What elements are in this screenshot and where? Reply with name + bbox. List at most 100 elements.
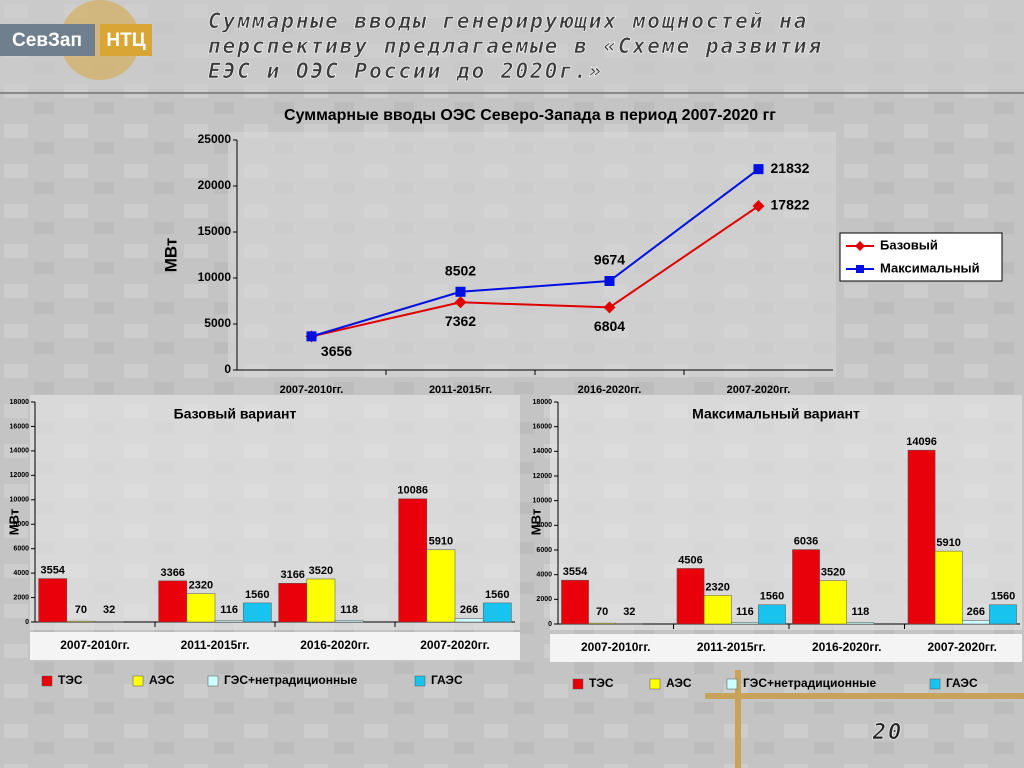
logo-text: СевЗап: [12, 30, 82, 51]
bar: [186, 593, 216, 623]
legend-label: ТЭС: [58, 673, 83, 687]
decor-bar: [705, 693, 1024, 699]
x-tick-label: 2007-2020гг.: [927, 640, 997, 654]
legend-label: АЭС: [666, 676, 692, 690]
data-label: 3366: [160, 567, 184, 579]
data-label: 4506: [678, 554, 702, 566]
data-label: 3166: [280, 569, 304, 581]
x-tick-label: 2007-2020гг.: [727, 384, 791, 396]
data-label: 7362: [445, 313, 476, 329]
y-tick-label: 20000: [198, 178, 232, 192]
y-tick-label: 25000: [198, 132, 232, 146]
y-tick-label: 12000: [533, 473, 553, 480]
data-label: 21832: [771, 160, 810, 176]
x-tick-label: 2016-2020гг.: [300, 638, 370, 652]
data-label: 70: [596, 606, 608, 618]
bar: [66, 620, 96, 623]
bar: [819, 580, 847, 625]
bar: [334, 620, 364, 623]
y-axis-label: МВт: [528, 509, 543, 535]
y-tick-label: 12000: [10, 472, 30, 479]
bar: [758, 604, 786, 625]
bar: [846, 622, 875, 625]
x-tick-label: 2016-2020гг.: [812, 640, 882, 654]
data-label: 1560: [485, 589, 509, 601]
marker: [752, 200, 765, 213]
data-label: 5910: [936, 537, 960, 549]
marker: [603, 301, 616, 314]
data-label: 17822: [771, 197, 810, 213]
y-tick-label: 5000: [204, 316, 231, 330]
bar: [676, 568, 705, 625]
marker: [455, 286, 466, 297]
data-label: 5910: [429, 536, 453, 548]
bar: [703, 595, 732, 625]
legend-swatch: [929, 678, 941, 690]
bar: [482, 602, 512, 623]
y-tick-label: 16000: [533, 424, 553, 431]
y-tick-label: 6000: [536, 547, 552, 554]
slide-title: ЕЭС и ОЭС России до 2020г.»: [208, 59, 603, 83]
y-tick-label: 14000: [10, 448, 30, 455]
chart-title: Базовый вариант: [174, 406, 297, 422]
y-tick-label: 16000: [10, 423, 30, 430]
y-tick-label: 18000: [533, 399, 553, 406]
bar: [561, 579, 589, 625]
x-tick-label: 2007-2010гг.: [581, 640, 651, 654]
legend-swatch: [572, 678, 584, 690]
data-label: 2320: [705, 581, 729, 593]
legend-swatch: [414, 675, 426, 687]
y-tick-label: 6000: [13, 546, 29, 553]
data-label: 2320: [189, 580, 213, 592]
legend-label: ТЭС: [589, 676, 614, 690]
y-tick-label: 2000: [13, 594, 29, 601]
header-band: [0, 0, 1024, 90]
bar: [306, 578, 336, 623]
bar: [398, 498, 428, 623]
y-tick-label: 8000: [536, 522, 552, 529]
y-tick-label: 2000: [536, 596, 552, 603]
data-label: 6036: [794, 535, 818, 547]
y-axis-label: МВт: [6, 509, 21, 535]
data-label: 118: [340, 604, 358, 616]
legend-swatch: [132, 675, 144, 687]
bar: [242, 602, 272, 623]
chart-title: Максимальный вариант: [692, 406, 860, 422]
x-tick-label: 2007-2020гг.: [420, 638, 490, 652]
data-label: 266: [967, 606, 985, 618]
logo-text: НТЦ: [106, 30, 145, 51]
data-label: 9674: [594, 252, 625, 268]
x-tick-label: 2016-2020гг.: [578, 384, 642, 396]
slide-title: Суммарные вводы генерирующих мощностей н…: [208, 9, 808, 33]
bar: [214, 620, 244, 623]
logo-box: [0, 24, 95, 56]
data-label: 14096: [906, 436, 937, 448]
legend-label: ГАЭС: [946, 676, 978, 690]
y-tick-label: 8000: [13, 521, 29, 528]
data-label: 1560: [245, 589, 269, 601]
bar: [426, 549, 456, 623]
x-tick-label: 2007-2010гг.: [280, 384, 344, 396]
data-label: 3520: [821, 566, 845, 578]
y-tick-label: 10000: [10, 497, 30, 504]
y-tick-label: 4000: [536, 572, 552, 579]
y-axis-label: МВт: [161, 238, 180, 273]
data-label: 266: [460, 604, 478, 616]
page-number: 20: [872, 720, 904, 745]
marker: [604, 275, 615, 286]
y-tick-label: 15000: [198, 224, 232, 238]
y-tick-label: 4000: [13, 570, 29, 577]
legend-marker: [856, 265, 864, 273]
logo-box: [100, 24, 152, 56]
legend-marker: [855, 241, 865, 251]
data-label: 70: [75, 604, 87, 616]
legend-label: Базовый: [880, 237, 938, 252]
legend-label: Максимальный: [880, 260, 980, 275]
data-label: 116: [220, 604, 238, 616]
legend-swatch: [41, 675, 53, 687]
data-label: 6804: [594, 318, 625, 334]
data-label: 32: [623, 606, 635, 618]
category-strip: [550, 634, 1022, 662]
legend-label: АЭС: [149, 673, 175, 687]
